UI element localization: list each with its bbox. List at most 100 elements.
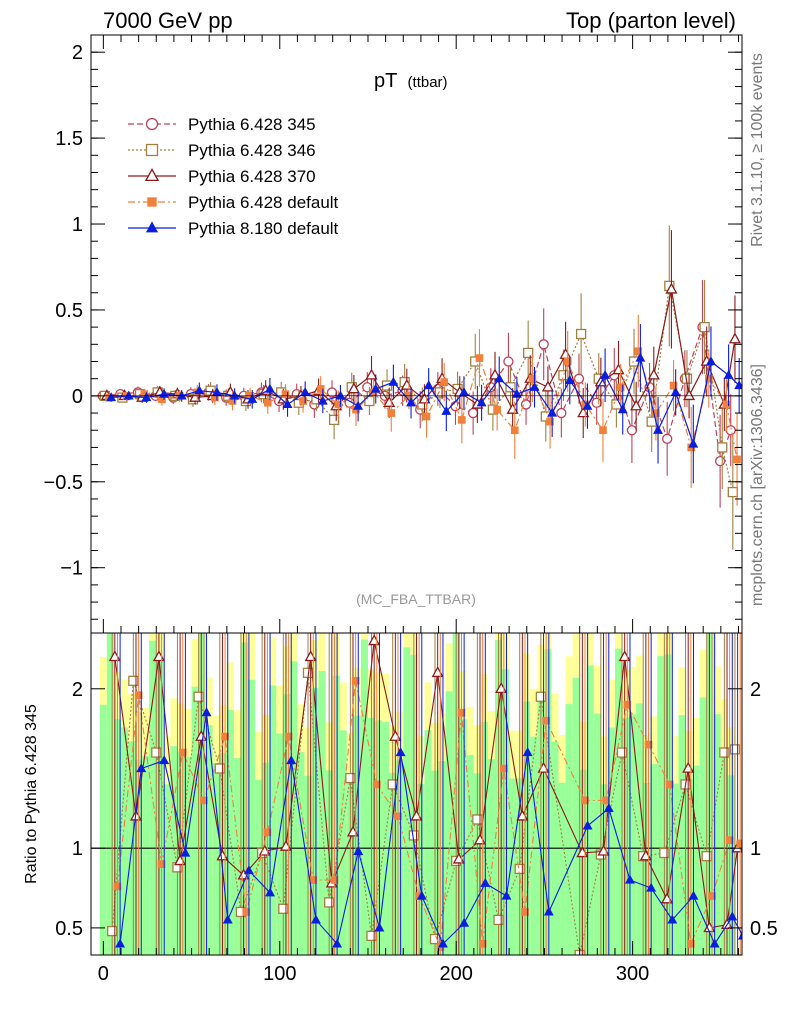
- plot-title: pT (ttbar): [374, 70, 448, 92]
- ratio-point: [493, 914, 504, 926]
- y-tick-label: −0.5: [44, 472, 83, 494]
- ratio-y-tick-label-right: 0.5: [750, 918, 778, 940]
- ratio-band-inner: [99, 704, 107, 955]
- data-point: [582, 400, 593, 410]
- ratio-point: [113, 882, 122, 891]
- ratio-band-inner: [240, 642, 249, 955]
- data-point: [581, 400, 590, 409]
- ratio-band-inner: [332, 675, 340, 955]
- data-point: [299, 397, 307, 405]
- ratio-point: [501, 890, 512, 900]
- data-point: [406, 397, 416, 407]
- ratio-point: [543, 906, 554, 916]
- ratio-band-inner: [170, 746, 178, 955]
- data-point: [467, 407, 479, 419]
- ratio-point: [659, 847, 670, 859]
- data-point: [683, 389, 696, 401]
- ratio-band-inner: [248, 679, 256, 955]
- ratio-point: [623, 700, 632, 709]
- ratio-y-tick-label-right: 2: [750, 679, 761, 701]
- ratio-band-inner: [565, 704, 573, 955]
- ratio-point: [522, 747, 533, 757]
- ratio-point: [263, 828, 272, 837]
- ratio-point: [582, 820, 593, 830]
- data-point: [264, 383, 275, 393]
- data-point: [727, 486, 738, 498]
- ratio-point: [178, 748, 187, 757]
- ratio-band-inner: [678, 715, 686, 955]
- ratio-point: [602, 796, 610, 805]
- ratio-band-inner: [262, 762, 270, 955]
- legend: Pythia 6.428 345 Pythia 6.428 346 Pythia 6…: [128, 115, 339, 238]
- data-point: [328, 414, 340, 426]
- ratio-series-pythia-8-180-default: [115, 633, 742, 955]
- ratio-band-inner: [579, 769, 587, 955]
- plot-title-main: pT: [374, 70, 397, 92]
- ratio-point: [128, 675, 139, 686]
- ratio-point: [535, 691, 547, 702]
- data-point: [705, 356, 716, 366]
- ratio-point: [345, 772, 356, 784]
- ratio-band-inner: [713, 714, 721, 955]
- data-point: [600, 369, 611, 379]
- data-point: [158, 395, 166, 404]
- x-tick-label: 300: [616, 963, 649, 985]
- ratio-point: [500, 764, 508, 773]
- data-point: [505, 382, 516, 393]
- data-point: [725, 425, 736, 436]
- data-point: [388, 376, 399, 386]
- data-point: [591, 397, 602, 408]
- data-point: [475, 354, 484, 362]
- ratio-point: [688, 890, 699, 900]
- ratio-band-inner: [727, 775, 735, 955]
- ratio-y-tick-label: 0.5: [55, 918, 83, 940]
- ratio-band-inner: [156, 657, 164, 955]
- x-tick-label: 200: [440, 963, 473, 985]
- data-point: [688, 438, 699, 448]
- ratio-band-inner: [593, 713, 601, 955]
- data-point: [353, 400, 364, 410]
- plot-title-sub: (ttbar): [408, 74, 448, 91]
- analysis-tag: (MC_FBA_TTBAR): [356, 591, 476, 607]
- ratio-point: [353, 845, 364, 855]
- legend-item: Pythia 6.428 346: [128, 141, 316, 160]
- data-point: [247, 393, 258, 403]
- ratio-point: [727, 911, 738, 921]
- data-point: [494, 373, 505, 383]
- data-point: [140, 390, 149, 398]
- ratio-point: [644, 740, 653, 749]
- ratio-series-line: [119, 712, 742, 946]
- legend-label: Pythia 6.428 default: [188, 193, 339, 212]
- ratio-band-inner: [290, 661, 298, 955]
- ratio-point: [151, 747, 162, 758]
- ratio-band-inner: [692, 765, 700, 955]
- ratio-point: [395, 747, 406, 757]
- ratio-point: [725, 836, 734, 845]
- data-point: [617, 404, 628, 414]
- ratio-band-inner: [685, 778, 693, 955]
- ratio-band-inner: [600, 784, 608, 955]
- data-point: [626, 425, 638, 436]
- ratio-point: [193, 691, 204, 702]
- ratio-point: [478, 940, 487, 948]
- ratio-band-inner: [120, 727, 129, 955]
- ratio-point: [480, 877, 491, 887]
- legend-item: Pythia 6.428 default: [128, 193, 339, 212]
- data-point: [541, 380, 554, 392]
- data-point: [717, 442, 728, 453]
- ratio-band-inner: [191, 686, 199, 955]
- ratio-point: [374, 922, 385, 932]
- ratio-point: [542, 716, 550, 725]
- data-point: [599, 426, 607, 435]
- ratio-point: [351, 676, 360, 685]
- data-point: [282, 399, 293, 409]
- ratio-point: [242, 908, 251, 916]
- data-point: [559, 347, 572, 359]
- ratio-point: [719, 747, 730, 758]
- ratio-point: [214, 763, 225, 774]
- ratio-band-inner: [664, 654, 672, 955]
- data-point: [335, 390, 346, 400]
- data-point: [723, 369, 734, 379]
- ratio-point: [708, 892, 716, 900]
- ratio-point: [687, 940, 695, 948]
